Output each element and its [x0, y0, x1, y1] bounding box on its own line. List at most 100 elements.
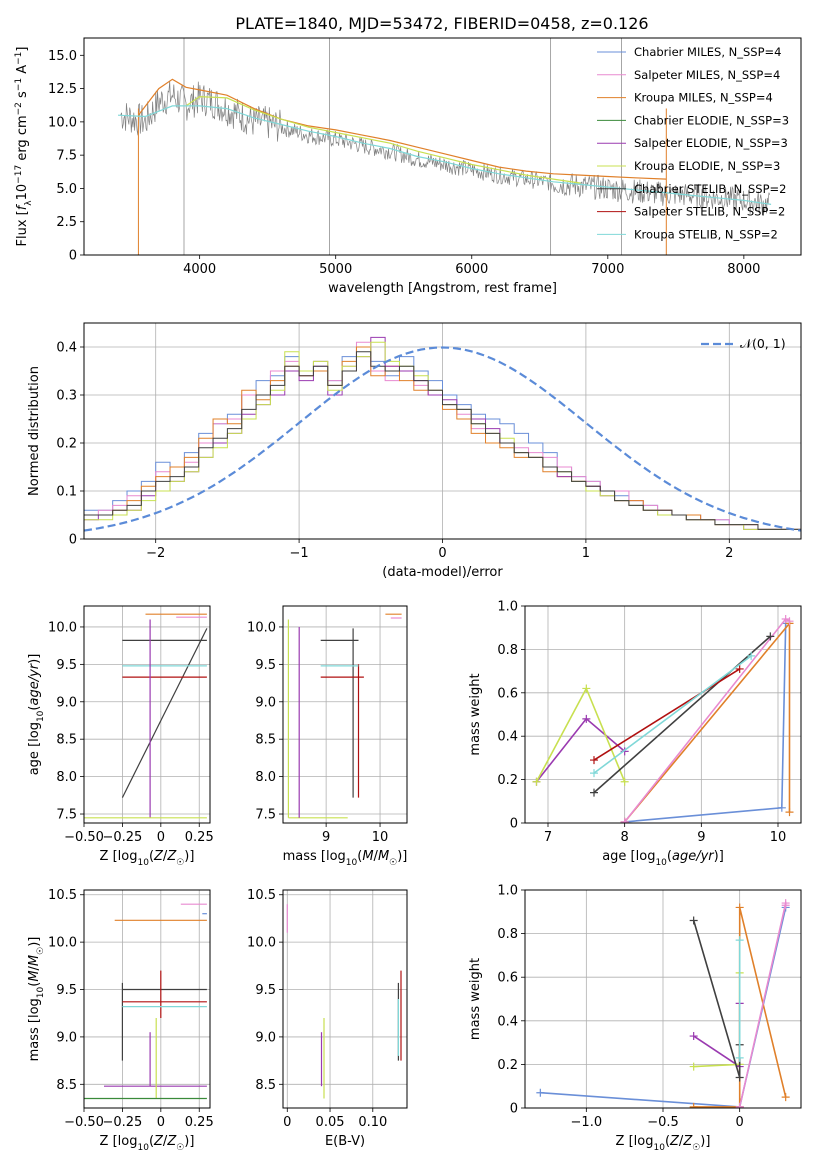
y-axis-label: Normed distribution [27, 366, 42, 496]
mass-weight-line [593, 668, 741, 761]
y-tick-label: 0.4 [56, 341, 77, 356]
x-axis-label-part: 10 [137, 858, 149, 868]
mass-weight-marker [735, 903, 744, 912]
x-axis-label-part: / [163, 1134, 168, 1149]
mass-weight-marker [735, 1053, 744, 1062]
y-tick-label: 2.5 [56, 215, 77, 230]
mass-weight-line [593, 635, 771, 794]
y-tick-label: 8.5 [56, 1078, 77, 1093]
mass-weight-marker [689, 1102, 698, 1108]
y-tick-label: 8.5 [255, 1078, 276, 1093]
x-axis-label: mass [log10(M/M☉)] [283, 849, 408, 868]
legend-entry: Salpeter STELIB, N_SSP=2 [634, 205, 785, 219]
y-tick-label: 1.0 [497, 600, 518, 615]
x-axis-label: Z [log10(Z/Z☉)] [616, 1134, 711, 1153]
mass-weight-marker [735, 1102, 744, 1108]
x-tick-label: 2 [725, 546, 733, 561]
x-axis-label: Z [log10(Z/Z☉)] [100, 1134, 195, 1153]
x-axis-label: Z [log10(Z/Z☉)] [100, 849, 195, 868]
x-axis-label-part: 10 [655, 858, 667, 868]
x-axis-label-part: / [679, 1134, 684, 1149]
y-axis-label-part: mass weight [468, 673, 483, 755]
y-tick-label: 0 [510, 1102, 518, 1117]
x-tick-label: 0 [736, 1115, 744, 1130]
x-axis-label-part: M [362, 849, 373, 864]
x-axis-label: age [log10(age/yr)] [602, 849, 724, 868]
x-axis-label-part: )] [184, 1134, 194, 1149]
legend-entry: Salpeter MILES, N_SSP=4 [634, 68, 780, 82]
x-axis-label-part: ☉ [692, 1143, 700, 1153]
y-axis-label-part: Flux [ [15, 210, 30, 246]
mass-weight-marker [689, 1032, 698, 1041]
weight-z-plot-area [536, 899, 790, 1108]
y-axis-label-part: s [15, 91, 30, 102]
x-tick-label: 0 [157, 830, 165, 845]
x-axis-label-part: ☉ [389, 858, 397, 868]
axes-frame [83, 605, 211, 824]
y-tick-label: 0.2 [497, 773, 518, 788]
residuals-plot-area [84, 336, 801, 532]
model-spectrum-line [117, 105, 772, 205]
y-tick-label: 0.1 [56, 485, 77, 500]
x-tick-label: 0 [438, 546, 446, 561]
y-tick-label: 0.2 [497, 1058, 518, 1073]
x-axis-label-part: ☉ [176, 1143, 184, 1153]
y-axis-label: mass weight [468, 958, 483, 1040]
x-tick-label: −1.0 [571, 1115, 603, 1130]
mass-weight-marker [590, 788, 598, 797]
y-axis-label-part: 10 [15, 184, 30, 201]
mass-weight-marker [582, 714, 591, 723]
x-axis-label-part: Z [153, 849, 164, 864]
x-axis-label-part: M [378, 849, 389, 864]
y-tick-label: 9.5 [56, 658, 77, 673]
x-tick-label: 0.25 [185, 1115, 214, 1130]
y-tick-label: 0.2 [56, 437, 77, 452]
spectrum-plot-area [117, 38, 772, 255]
y-tick-label: 12.5 [48, 82, 77, 97]
x-axis-label-part: 10 [346, 858, 358, 868]
mass-weight-line [692, 920, 741, 1078]
y-tick-label: 8.5 [56, 733, 77, 748]
y-tick-label: 0.4 [497, 730, 518, 745]
x-axis-label-part: )] [714, 849, 724, 864]
y-axis-label-part: 10 [36, 986, 46, 998]
y-axis-label: mass [log10(M/M☉)] [27, 937, 46, 1062]
x-tick-label: 0 [283, 1115, 291, 1130]
age-mass-plot-area [287, 613, 402, 819]
age-z-plot-area [84, 613, 208, 819]
x-axis-label-part: )] [184, 849, 194, 864]
x-tick-label: 8000 [727, 262, 760, 277]
x-tick-label: 0.25 [185, 830, 214, 845]
x-tick-label: 6000 [455, 262, 488, 277]
histogram-step-line [84, 351, 801, 530]
x-axis-label-part: ( [149, 849, 154, 864]
x-axis-label-part: E(B-V) [325, 1134, 365, 1149]
mass-weight-marker [590, 756, 598, 765]
x-axis-label-part: / [374, 849, 379, 864]
x-axis-label-part: ( [665, 1134, 670, 1149]
x-axis-label-part: 10 [653, 1143, 665, 1153]
x-axis-label-part: / [163, 849, 168, 864]
model-spectrum-line [137, 78, 667, 180]
mass-weight-marker [781, 1093, 790, 1102]
x-axis-label-part: mass [log [283, 849, 346, 864]
y-tick-label: 10.5 [247, 888, 276, 903]
y-tick-label: 7.5 [56, 149, 77, 164]
mass-weight-marker [735, 936, 744, 945]
x-axis-label-part: Z [153, 1134, 164, 1149]
x-tick-label: 7 [544, 830, 552, 845]
x-axis-label-part: ( [149, 1134, 154, 1149]
axes-frame [524, 605, 802, 824]
y-tick-label: 0.8 [497, 643, 518, 658]
y-tick-label: 10.0 [48, 620, 77, 635]
legend-entry: 𝒩(0, 1) [740, 336, 786, 351]
mass-weight-line [693, 1003, 741, 1069]
parameter-range-line [121, 628, 208, 798]
x-tick-label: 0.05 [316, 1115, 345, 1130]
y-axis-label-part: λ [24, 200, 34, 206]
x-tick-label: 9 [322, 830, 330, 845]
x-axis-label-part: age [log [602, 849, 655, 864]
y-tick-label: 9.0 [56, 1030, 77, 1045]
legend-entry: Kroupa STELIB, N_SSP=2 [634, 227, 778, 241]
y-axis-label-part: ☉ [36, 947, 46, 955]
